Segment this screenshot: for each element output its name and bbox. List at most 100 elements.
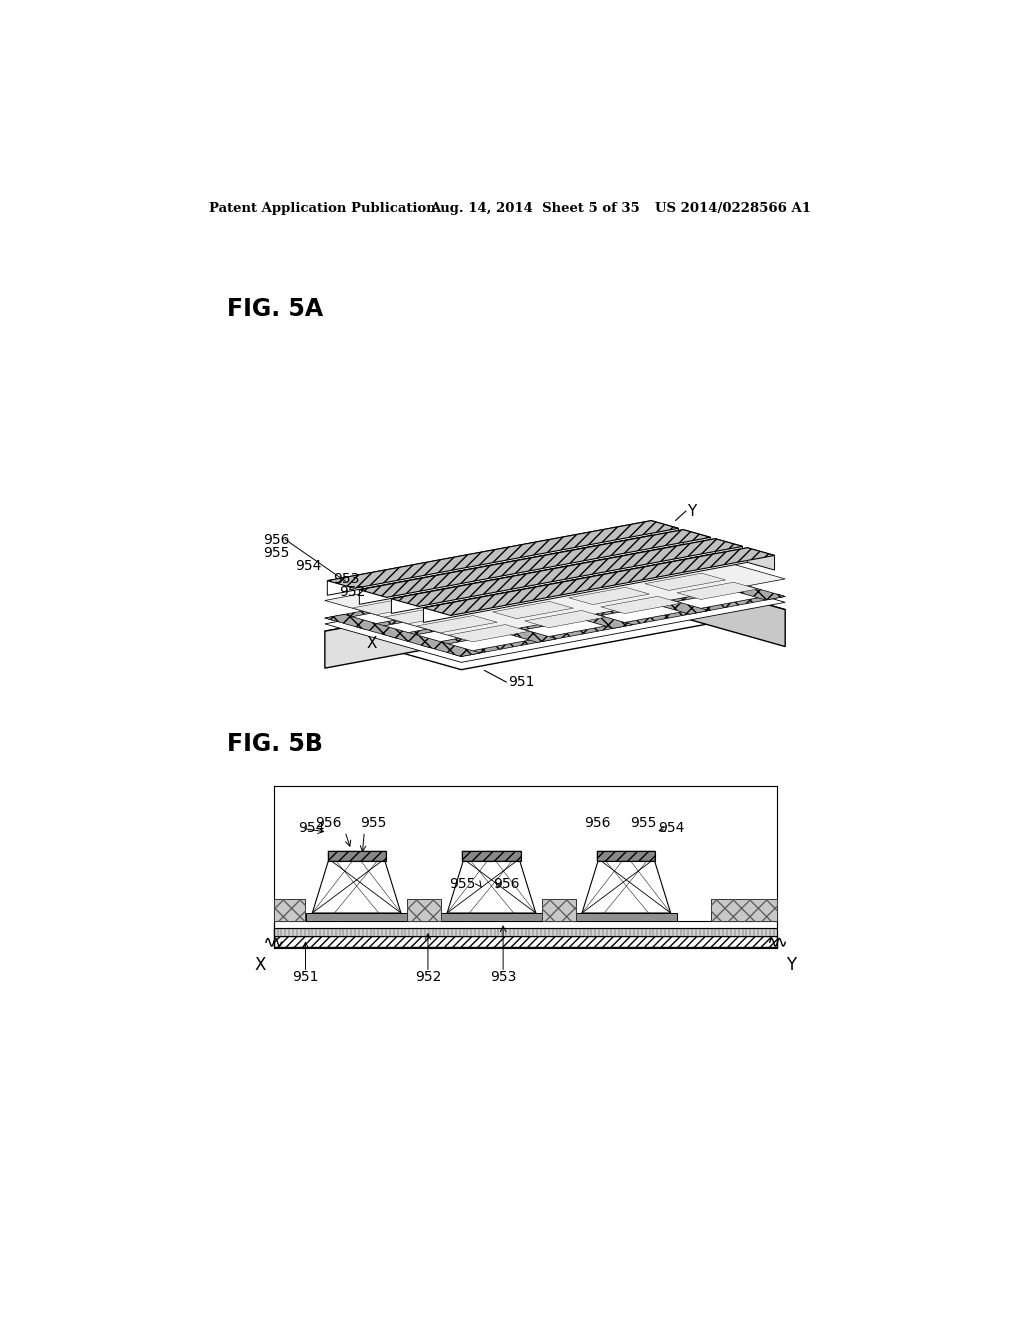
Polygon shape [429,593,509,610]
Polygon shape [312,859,401,913]
Polygon shape [601,597,681,614]
Polygon shape [645,582,726,599]
Text: X: X [254,957,265,974]
Polygon shape [453,594,785,656]
Polygon shape [683,529,711,552]
Bar [273,936,777,946]
Text: 953: 953 [334,572,359,586]
Polygon shape [677,591,758,609]
Polygon shape [601,605,681,622]
Polygon shape [461,593,542,610]
Polygon shape [325,558,657,620]
Polygon shape [325,540,785,639]
Bar [328,851,386,861]
Polygon shape [493,610,573,627]
Polygon shape [359,529,711,598]
Polygon shape [716,539,742,561]
Polygon shape [352,606,433,623]
Text: 955: 955 [360,816,387,830]
Polygon shape [325,572,785,669]
Polygon shape [651,520,678,543]
Polygon shape [748,548,774,570]
Polygon shape [613,573,693,590]
Text: 956: 956 [263,532,290,546]
Bar [463,851,520,861]
Polygon shape [677,582,758,599]
Bar [542,899,575,921]
Bar [575,913,677,921]
Polygon shape [524,619,605,636]
Polygon shape [553,572,709,614]
Polygon shape [359,529,683,605]
Polygon shape [424,548,774,615]
Bar [306,913,407,921]
Polygon shape [424,548,748,623]
Bar [407,899,441,921]
Polygon shape [477,586,633,628]
Polygon shape [505,578,586,595]
Polygon shape [582,859,671,913]
Text: Aug. 14, 2014  Sheet 5 of 35: Aug. 14, 2014 Sheet 5 of 35 [430,202,640,215]
Polygon shape [385,606,465,624]
Text: 955: 955 [630,816,656,830]
Text: 953: 953 [489,970,516,983]
Polygon shape [569,597,649,614]
Text: 951: 951 [292,970,318,983]
Polygon shape [325,572,649,668]
Polygon shape [537,587,617,605]
Bar [273,936,777,946]
Text: 955: 955 [263,545,290,560]
Text: 956: 956 [493,876,519,891]
Polygon shape [328,520,678,589]
Polygon shape [569,587,649,605]
Polygon shape [391,539,742,606]
Polygon shape [447,859,536,913]
Text: 954: 954 [295,560,321,573]
Polygon shape [505,569,586,586]
Polygon shape [537,578,617,595]
Text: 952: 952 [415,970,441,983]
Polygon shape [385,615,465,632]
Bar [441,913,542,921]
Polygon shape [524,610,605,628]
Polygon shape [352,598,433,615]
Bar [711,899,777,921]
Polygon shape [417,624,497,642]
Text: US 2014/0228566 A1: US 2014/0228566 A1 [655,202,811,215]
Polygon shape [421,585,753,648]
Text: 956: 956 [314,816,341,830]
Bar [463,851,520,861]
Text: 956: 956 [585,816,611,830]
Text: Y: Y [786,957,797,974]
Text: Y: Y [687,504,696,519]
Polygon shape [449,634,529,651]
Bar [407,899,441,921]
Bar [273,899,305,921]
Polygon shape [613,564,693,581]
Bar [597,851,655,861]
Bar [542,899,575,921]
Polygon shape [581,556,662,573]
Polygon shape [357,568,689,630]
Polygon shape [417,615,497,632]
Text: 955: 955 [450,876,476,891]
Text: FIG. 5B: FIG. 5B [227,731,324,755]
Polygon shape [461,601,542,618]
Text: X: X [367,635,377,651]
Bar [328,851,386,861]
Text: Patent Application Publication: Patent Application Publication [209,202,436,215]
Polygon shape [630,558,785,601]
Polygon shape [328,520,651,595]
Bar [273,899,305,921]
Text: 954: 954 [298,821,325,836]
Text: FIG. 5A: FIG. 5A [227,297,324,321]
Bar [273,921,777,928]
Bar [711,899,777,921]
Polygon shape [649,572,785,647]
Polygon shape [391,539,716,614]
Text: 954: 954 [657,821,684,836]
Polygon shape [449,624,529,642]
Polygon shape [389,576,721,639]
Polygon shape [429,583,509,601]
Polygon shape [325,614,480,656]
